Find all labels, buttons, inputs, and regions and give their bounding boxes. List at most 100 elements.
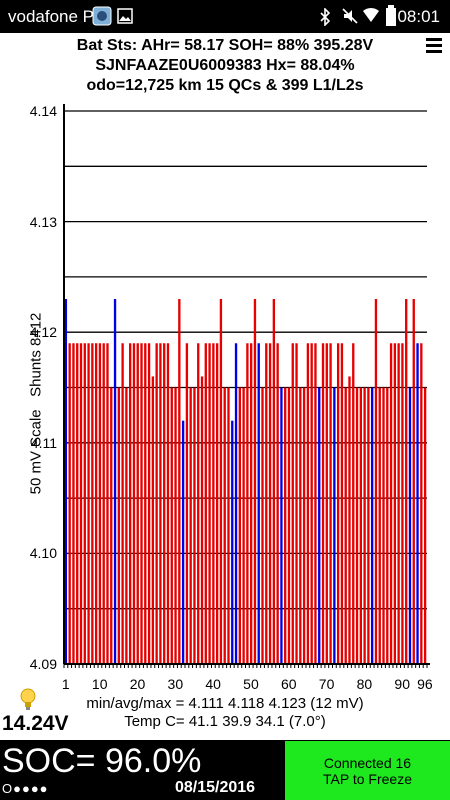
y-tick-label: 4.12 <box>29 324 57 341</box>
cell-bar-42 <box>219 299 223 664</box>
cell-bar-62 <box>295 343 298 664</box>
cell-bar-37 <box>200 376 204 664</box>
date-label: 08/15/2016 <box>175 779 256 796</box>
carrier-label: vodafone P <box>8 7 95 26</box>
cell-bar-77 <box>352 343 355 664</box>
wifi-icon <box>363 7 379 22</box>
aux-battery-voltage: 14.24V <box>2 712 69 735</box>
menu-icon[interactable] <box>426 38 442 56</box>
cell-bar-41 <box>215 343 219 664</box>
cell-bar-34 <box>189 387 192 664</box>
cell-bar-59 <box>284 387 287 664</box>
cell-bar-82 <box>371 387 374 664</box>
odometer-line: odo=12,725 km 15 QCs & 399 L1/L2s <box>86 77 364 94</box>
cell-bar-39 <box>208 343 211 664</box>
x-tick-label: 96 <box>417 676 433 692</box>
cell-bar-55 <box>268 343 272 664</box>
cell-bar-84 <box>378 387 381 664</box>
y-tick-label: 4.11 <box>30 434 57 451</box>
x-tick-label: 40 <box>205 676 221 692</box>
cell-bar-76 <box>348 376 351 664</box>
cell-bar-65 <box>306 343 310 664</box>
min-avg-max-line: min/avg/max = 4.111 4.118 4.123 (12 mV) <box>86 695 364 712</box>
app-icon <box>92 6 112 26</box>
cell-bar-45 <box>231 420 234 664</box>
x-tick-label: 10 <box>91 676 108 692</box>
cell-bar-50 <box>250 343 253 664</box>
cell-bar-26 <box>159 343 162 664</box>
cell-bar-29 <box>170 387 173 664</box>
cell-bar-63 <box>299 387 302 664</box>
cell-bar-2 <box>68 343 71 664</box>
cell-bar-58 <box>280 387 283 664</box>
cell-bar-57 <box>276 343 279 664</box>
cell-bar-47 <box>238 387 241 664</box>
cell-bar-24 <box>151 376 155 664</box>
cell-bar-38 <box>204 343 207 664</box>
connection-button[interactable]: Connected 16 TAP to Freeze <box>285 741 450 800</box>
cell-bar-3 <box>72 343 75 664</box>
cell-bar-71 <box>329 343 332 664</box>
cell-bar-64 <box>302 387 306 664</box>
x-tick-label: 1 <box>61 676 70 692</box>
cell-bar-23 <box>147 343 151 664</box>
cell-bar-70 <box>325 343 328 664</box>
cell-bar-21 <box>140 343 143 664</box>
cell-bar-93 <box>412 299 415 664</box>
x-tick-label: 20 <box>129 676 146 692</box>
cell-bar-9 <box>94 343 98 664</box>
cell-bar-31 <box>178 299 181 664</box>
cell-bar-85 <box>382 387 385 664</box>
cell-bar-51 <box>253 299 257 664</box>
cell-bar-75 <box>344 387 347 664</box>
cell-bar-43 <box>223 387 226 664</box>
cell-bar-60 <box>287 387 291 664</box>
cell-voltage-chart[interactable] <box>0 0 450 700</box>
y-tick-label: 4.10 <box>29 545 57 562</box>
cell-bar-78 <box>355 387 359 664</box>
page-dots[interactable]: O●●●● <box>2 781 49 796</box>
tap-to-freeze-label: TAP to Freeze <box>323 771 412 787</box>
cell-bar-19 <box>132 343 136 664</box>
cell-bar-12 <box>106 343 109 664</box>
lightbulb-icon[interactable] <box>20 688 36 712</box>
cell-bar-79 <box>359 387 362 664</box>
cell-bar-80 <box>363 387 366 664</box>
cell-bar-52 <box>257 343 260 664</box>
cell-bar-10 <box>98 343 102 664</box>
cell-bar-16 <box>121 343 124 664</box>
cell-bar-72 <box>333 387 336 664</box>
cell-bar-8 <box>91 343 94 664</box>
cell-bar-90 <box>401 343 404 664</box>
cell-bar-61 <box>291 343 294 664</box>
cell-bar-46 <box>234 343 238 664</box>
status-bar: vodafone P 08:01 <box>0 0 450 33</box>
cell-bar-89 <box>397 343 400 664</box>
cell-bar-27 <box>163 343 166 664</box>
bluetooth-icon <box>320 8 331 26</box>
battery-status-line: Bat Sts: AHr= 58.17 SOH= 88% 395.28V <box>76 37 374 54</box>
mute-icon <box>342 8 358 24</box>
cell-bar-54 <box>265 343 268 664</box>
x-tick-label: 30 <box>167 676 184 692</box>
x-tick-label: 80 <box>356 676 373 692</box>
cell-bar-83 <box>374 299 378 664</box>
y-tick-label: 4.09 <box>29 656 57 672</box>
cell-bar-66 <box>310 343 313 664</box>
cell-bar-56 <box>272 299 276 664</box>
cell-bar-86 <box>386 387 389 664</box>
x-tick-label: 50 <box>243 676 259 692</box>
x-tick-label: 60 <box>280 676 297 692</box>
cell-bar-17 <box>125 387 128 664</box>
cell-bar-44 <box>227 387 230 664</box>
cell-bar-18 <box>129 343 132 664</box>
cell-bar-25 <box>155 343 158 664</box>
cell-bar-28 <box>166 343 170 664</box>
cell-bar-7 <box>87 343 90 664</box>
cell-bar-74 <box>340 343 344 664</box>
cell-bar-35 <box>193 387 196 664</box>
cell-bar-88 <box>393 343 397 664</box>
cell-bar-32 <box>181 420 185 664</box>
cell-bar-13 <box>110 387 113 664</box>
cell-bar-20 <box>136 343 139 664</box>
